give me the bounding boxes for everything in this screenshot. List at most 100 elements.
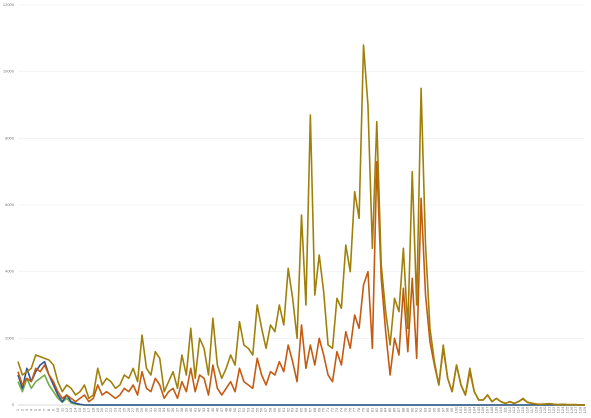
x-tick-label: 9 — [51, 408, 56, 411]
x-tick-label: 68 — [312, 407, 317, 412]
x-tick-label: 101 — [458, 406, 463, 413]
x-tick-label: 17 — [86, 407, 91, 412]
x-tick-label: 129 — [582, 406, 587, 413]
x-tick-label: 107 — [485, 406, 490, 413]
x-tick-label: 2 — [19, 408, 24, 411]
x-tick-label: 43 — [201, 407, 206, 412]
y-tick-label: 0 — [12, 402, 15, 407]
x-tick-label: 36 — [170, 407, 175, 412]
x-tick-label: 71 — [325, 407, 330, 412]
x-tick-label: 89 — [405, 407, 410, 412]
x-tick-label: 76 — [347, 407, 352, 412]
series-line — [17, 44, 585, 406]
x-tick-label: 53 — [245, 407, 250, 412]
x-tick-label: 91 — [414, 407, 419, 412]
x-tick-label: 121 — [547, 406, 552, 413]
x-tick-label: 117 — [529, 406, 534, 413]
x-tick-label: 49 — [228, 407, 233, 412]
x-tick-label: 108 — [489, 406, 494, 413]
x-tick-label: 63 — [290, 407, 295, 412]
x-tick-label: 67 — [307, 407, 312, 412]
x-tick-label: 15 — [77, 407, 82, 412]
x-tick-label: 85 — [387, 407, 392, 412]
y-tick-label: 10000 — [3, 69, 15, 74]
x-tick-label: 100 — [454, 406, 459, 413]
x-tick-label: 7 — [42, 408, 47, 411]
x-tick-label: 102 — [462, 406, 467, 413]
x-tick-label: 92 — [418, 407, 423, 412]
x-tick-label: 41 — [192, 407, 197, 412]
x-tick-label: 6 — [37, 408, 42, 411]
x-tick-label: 94 — [427, 407, 432, 412]
x-tick-label: 16 — [82, 407, 87, 412]
x-tick-label: 32 — [152, 407, 157, 412]
y-tick-label: 12000 — [3, 2, 15, 7]
x-tick-label: 69 — [316, 407, 321, 412]
x-tick-label: 48 — [223, 407, 228, 412]
x-tick-label: 105 — [476, 406, 481, 413]
x-tick-label: 72 — [330, 407, 335, 412]
x-tick-label: 96 — [436, 407, 441, 412]
x-tick-label: 90 — [409, 407, 414, 412]
x-tick-label: 104 — [471, 406, 476, 413]
x-tick-label: 128 — [578, 406, 583, 413]
x-tick-label: 1 — [15, 408, 20, 411]
x-tick-label: 83 — [378, 407, 383, 412]
x-tick-label: 30 — [144, 407, 149, 412]
x-tick-label: 21 — [104, 407, 109, 412]
x-tick-label: 38 — [179, 407, 184, 412]
x-tick-label: 118 — [533, 406, 538, 413]
x-tick-label: 75 — [343, 407, 348, 412]
x-tick-label: 24 — [117, 407, 122, 412]
y-tick-label: 4000 — [5, 269, 15, 274]
x-tick-label: 81 — [369, 407, 374, 412]
x-tick-label: 29 — [139, 407, 144, 412]
x-tick-label: 78 — [356, 407, 361, 412]
y-tick-label: 2000 — [5, 335, 15, 340]
x-tick-label: 52 — [241, 407, 246, 412]
x-tick-label: 64 — [294, 407, 299, 412]
x-tick-label: 61 — [281, 407, 286, 412]
x-tick-label: 119 — [538, 406, 543, 413]
x-tick-label: 54 — [250, 407, 255, 412]
x-tick-label: 11 — [59, 407, 64, 412]
x-tick-label: 124 — [560, 406, 565, 413]
x-tick-label: 103 — [467, 406, 472, 413]
x-tick-label: 88 — [400, 407, 405, 412]
x-tick-label: 40 — [188, 407, 193, 412]
x-tick-label: 99 — [449, 407, 454, 412]
x-tick-label: 25 — [121, 407, 126, 412]
x-tick-label: 45 — [210, 407, 215, 412]
x-tick-label: 46 — [214, 407, 219, 412]
x-tick-label: 115 — [520, 406, 525, 413]
x-tick-label: 106 — [480, 406, 485, 413]
x-tick-label: 47 — [219, 407, 224, 412]
x-tick-label: 34 — [161, 407, 166, 412]
x-tick-label: 33 — [157, 407, 162, 412]
x-tick-label: 39 — [183, 407, 188, 412]
x-tick-label: 77 — [352, 407, 357, 412]
x-tick-label: 50 — [232, 407, 237, 412]
series-line — [17, 360, 585, 406]
x-tick-label: 55 — [254, 407, 259, 412]
x-tick-label: 8 — [46, 408, 51, 411]
x-tick-label: 114 — [516, 406, 521, 413]
x-tick-label: 28 — [135, 407, 140, 412]
x-tick-label: 12 — [64, 407, 69, 412]
series-line — [17, 160, 585, 406]
x-tick-label: 57 — [263, 407, 268, 412]
x-tick-label: 56 — [259, 407, 264, 412]
x-tick-label: 14 — [73, 407, 78, 412]
x-tick-label: 95 — [431, 407, 436, 412]
x-tick-label: 113 — [511, 406, 516, 413]
x-tick-label: 18 — [90, 407, 95, 412]
x-tick-label: 111 — [502, 406, 507, 413]
x-tick-label: 79 — [361, 407, 366, 412]
x-tick-label: 62 — [285, 407, 290, 412]
x-tick-label: 74 — [338, 407, 343, 412]
x-tick-label: 58 — [268, 407, 273, 412]
x-tick-label: 37 — [175, 407, 180, 412]
y-tick-label: 6000 — [5, 202, 15, 207]
